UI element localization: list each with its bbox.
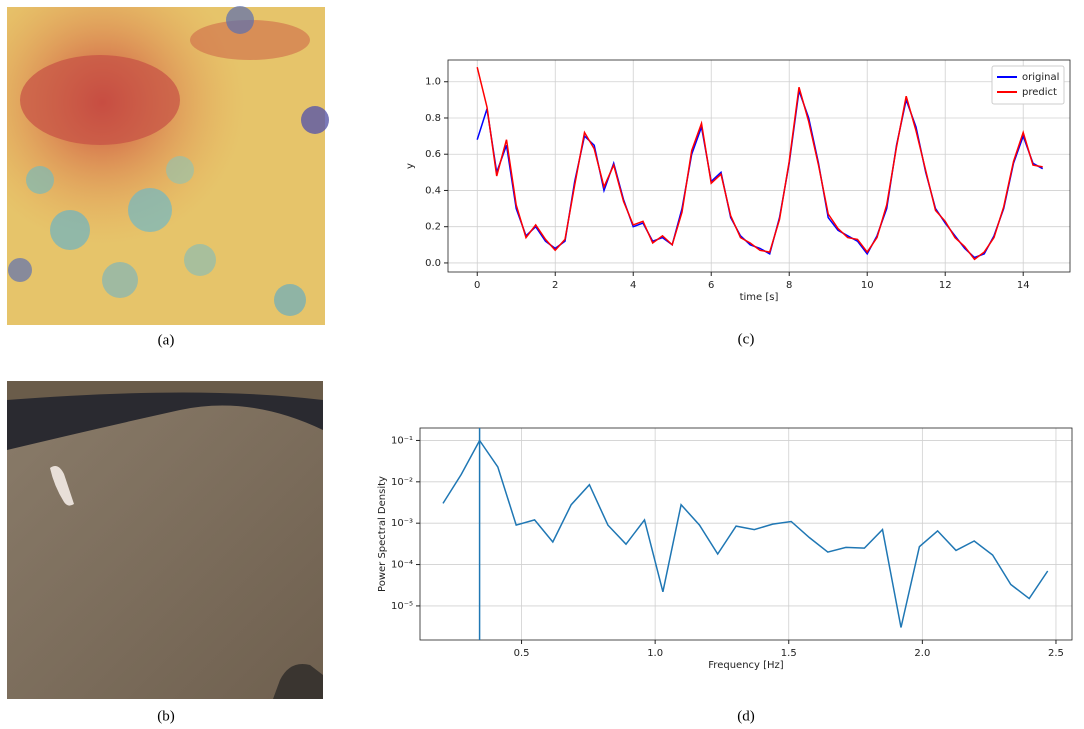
data-line bbox=[476, 90, 1044, 259]
x-tick-label: 10 bbox=[861, 280, 874, 291]
x-tick-label: 14 bbox=[1017, 280, 1030, 291]
caption: (d) bbox=[737, 708, 755, 724]
y-tick-label: 10⁻³ bbox=[391, 518, 413, 529]
y-tick-label: 10⁻¹ bbox=[391, 435, 413, 446]
y-tick-label: 10⁻² bbox=[391, 477, 413, 488]
plot-frame bbox=[419, 427, 1073, 641]
legend-label: original bbox=[1022, 72, 1059, 83]
data-line bbox=[476, 67, 1043, 261]
y-axis-label: y bbox=[405, 163, 416, 169]
y-tick-label: 0.8 bbox=[425, 113, 441, 124]
y-axis-label: Power Spectral Density bbox=[377, 476, 388, 592]
photo-image bbox=[7, 381, 323, 699]
caption: (a) bbox=[158, 332, 175, 348]
x-tick-label: 6 bbox=[708, 280, 714, 291]
y-tick-label: 0.4 bbox=[425, 185, 441, 196]
y-tick-label: 10⁻⁵ bbox=[391, 601, 413, 612]
y-tick-label: 0.2 bbox=[425, 222, 441, 233]
x-tick-label: 12 bbox=[939, 280, 952, 291]
y-tick-label: 1.0 bbox=[425, 77, 441, 88]
caption: (b) bbox=[157, 708, 175, 724]
x-tick-label: 0 bbox=[474, 280, 480, 291]
x-tick-label: 2 bbox=[552, 280, 558, 291]
data-line bbox=[442, 439, 1049, 628]
plot-frame bbox=[447, 59, 1071, 273]
y-tick-label: 10⁻⁴ bbox=[391, 560, 413, 571]
x-tick-label: 4 bbox=[630, 280, 636, 291]
legend-box bbox=[991, 65, 1065, 105]
x-tick-label: 2.0 bbox=[914, 648, 930, 659]
x-tick-label: 8 bbox=[786, 280, 792, 291]
heatmap-image bbox=[7, 6, 329, 325]
y-tick-label: 0.0 bbox=[425, 258, 441, 269]
x-tick-label: 0.5 bbox=[514, 648, 530, 659]
y-tick-label: 0.6 bbox=[425, 149, 441, 160]
x-tick-label: 2.5 bbox=[1048, 648, 1064, 659]
caption: (c) bbox=[738, 331, 755, 347]
x-axis-label: time [s] bbox=[740, 292, 779, 303]
legend-label: predict bbox=[1022, 87, 1057, 98]
x-tick-label: 1.0 bbox=[647, 648, 663, 659]
x-axis-label: Frequency [Hz] bbox=[708, 660, 784, 671]
x-tick-label: 1.5 bbox=[781, 648, 797, 659]
